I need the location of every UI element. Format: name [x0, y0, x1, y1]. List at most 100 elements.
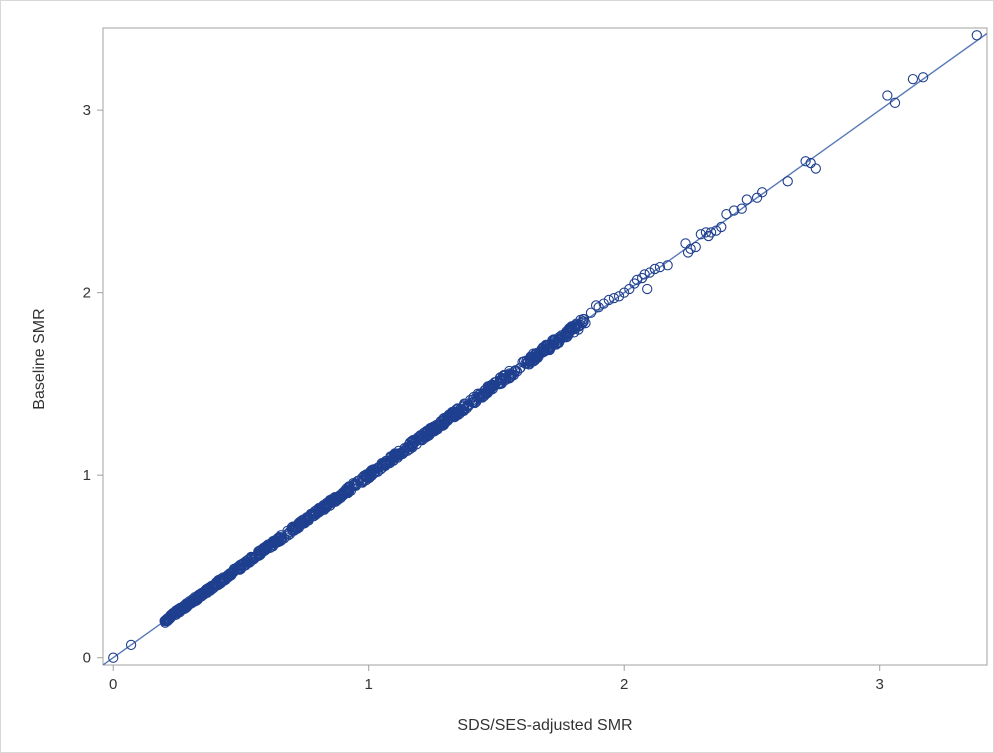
data-point: [654, 261, 666, 273]
data-point: [469, 397, 480, 409]
data-point: [480, 384, 491, 396]
data-point: [258, 542, 269, 554]
data-point: [319, 502, 331, 513]
data-point: [705, 227, 717, 238]
data-point: [258, 543, 270, 554]
data-point: [248, 554, 260, 565]
data-point: [459, 403, 470, 415]
data-point: [297, 514, 308, 526]
data-point: [593, 302, 604, 313]
data-point: [566, 323, 578, 335]
data-point: [907, 73, 919, 85]
data-point: [649, 263, 661, 275]
data-point: [169, 607, 180, 618]
data-point: [338, 489, 349, 500]
data-point: [800, 156, 811, 167]
data-point: [190, 595, 202, 606]
data-point: [326, 497, 338, 508]
data-point: [416, 435, 428, 446]
data-point: [624, 283, 635, 295]
data-point: [367, 464, 379, 475]
data-point: [108, 652, 119, 663]
data-point: [585, 307, 597, 318]
data-point: [215, 575, 226, 586]
data-point: [355, 477, 367, 488]
data-point: [449, 411, 460, 423]
data-point: [245, 554, 257, 565]
data-point: [247, 552, 258, 563]
data-point: [782, 176, 793, 187]
data-point: [547, 335, 558, 346]
data-point: [603, 294, 615, 306]
y-tick-label: 3: [83, 102, 91, 119]
data-point: [889, 97, 901, 108]
data-point: [598, 298, 609, 309]
data-point: [590, 300, 602, 311]
data-point: [810, 163, 821, 174]
data-point: [805, 157, 816, 169]
plot-layer: 0 1 2 3 0 1 2 3: [83, 27, 988, 693]
data-point: [194, 591, 205, 603]
data-point: [629, 278, 640, 289]
data-point: [125, 639, 137, 651]
data-point: [504, 369, 516, 380]
data-point: [493, 378, 504, 390]
data-point: [234, 562, 246, 573]
y-tick-label: 2: [83, 285, 91, 302]
data-point: [485, 384, 496, 395]
data-point: [917, 72, 929, 83]
data-point: [336, 490, 348, 501]
data-point: [166, 610, 177, 621]
x-tick-label: 0: [109, 676, 117, 693]
data-point: [631, 274, 643, 286]
data-point: [570, 320, 581, 331]
data-point: [362, 472, 373, 483]
data-point: [200, 584, 211, 596]
data-point: [294, 517, 305, 528]
data-point: [206, 580, 218, 592]
y-tick-label: 1: [83, 467, 91, 484]
data-point: [613, 291, 625, 302]
data-point: [172, 604, 183, 615]
data-point: [562, 331, 573, 342]
data-point: [265, 538, 277, 549]
data-point: [525, 351, 536, 362]
data-point: [542, 343, 554, 354]
data-point: [399, 446, 410, 458]
data-point: [544, 342, 555, 354]
data-point: [526, 354, 537, 366]
data-point: [268, 539, 279, 551]
data-point: [644, 267, 655, 278]
data-point: [180, 600, 192, 611]
data-point: [427, 422, 439, 433]
data-point: [289, 525, 300, 536]
data-point: [757, 187, 768, 198]
data-point: [510, 366, 521, 377]
data-point: [728, 205, 740, 216]
data-point: [736, 203, 747, 214]
x-tick-label: 2: [620, 676, 628, 693]
data-point: [636, 272, 648, 284]
data-point: [716, 221, 727, 233]
data-point: [416, 430, 427, 442]
data-point: [741, 194, 752, 205]
plot-frame: [102, 27, 988, 666]
data-point: [224, 570, 235, 581]
data-point: [371, 463, 383, 475]
y-axis-label: Baseline SMR: [31, 308, 48, 409]
data-point: [415, 430, 426, 441]
data-point: [373, 462, 384, 474]
data-point: [639, 269, 650, 280]
x-axis-label: SDS/SES-adjusted SMR: [457, 717, 632, 734]
data-point: [271, 536, 282, 547]
data-point: [662, 260, 673, 271]
data-point: [183, 598, 194, 609]
data-point: [315, 502, 326, 514]
data-point: [619, 287, 630, 298]
data-point: [163, 613, 175, 624]
data-point: [515, 362, 526, 374]
data-point: [459, 398, 470, 409]
data-point: [538, 342, 549, 353]
data-point: [682, 247, 694, 258]
